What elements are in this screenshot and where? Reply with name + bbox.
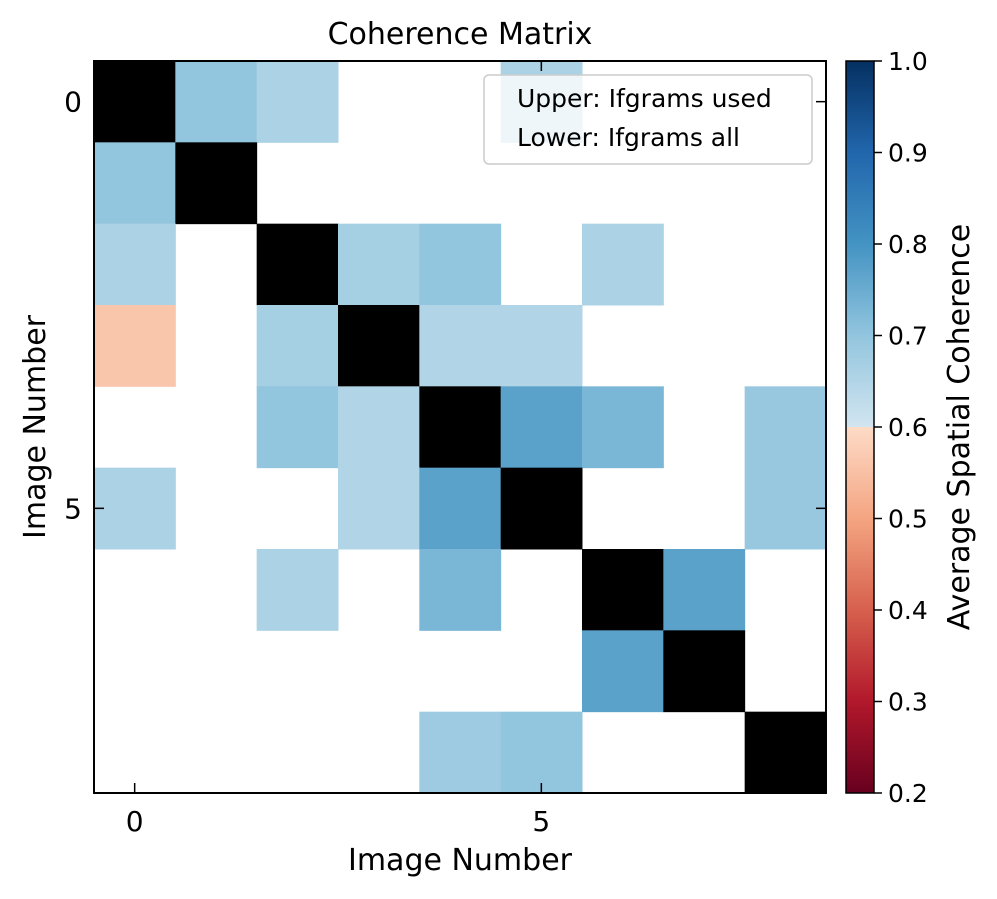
x-tick-label: 5 (532, 805, 550, 838)
diagonal-cell (256, 223, 339, 306)
heatmap-cell (256, 305, 339, 387)
y-axis-ticks: 05 (64, 86, 826, 525)
heatmap-cell (744, 386, 827, 469)
diagonal-cell (500, 467, 583, 550)
colorbar-tick-label: 0.7 (888, 322, 928, 351)
colorbar-tick-label: 0.6 (888, 413, 928, 442)
chart-title: Coherence Matrix (328, 17, 593, 52)
colorbar (845, 60, 875, 794)
y-axis-label: Image Number (18, 314, 53, 539)
heatmap-cell (419, 305, 502, 387)
heatmap-cell (744, 467, 827, 550)
colorbar-ticks: 0.2 0.3 0.4 0.5 0.6 0.7 0.8 0.9 1.0 (874, 47, 928, 808)
x-axis-label: Image Number (348, 843, 573, 878)
heatmap-cell (582, 630, 664, 713)
heatmap-cell (338, 386, 420, 469)
heatmap-cell (338, 467, 420, 550)
diagonal-cell (94, 61, 176, 143)
heatmap-cells (94, 61, 827, 794)
heatmap-cell (94, 305, 176, 387)
diagonal-cell (582, 549, 664, 631)
y-tick-label: 5 (64, 492, 82, 525)
heatmap-cell (256, 386, 339, 469)
colorbar-tick-label: 0.3 (888, 688, 928, 717)
heatmap-cell (500, 386, 583, 469)
colorbar-tick-label: 0.4 (888, 596, 928, 625)
diagonal-cell (419, 386, 502, 469)
heatmap-cell (582, 223, 664, 306)
heatmap-cell (338, 223, 420, 306)
heatmap-cell (419, 223, 502, 306)
heatmap-cell (419, 467, 502, 550)
heatmap-cell (175, 61, 258, 143)
legend-entry-upper: Upper: Ifgrams used (517, 84, 772, 113)
heatmap-cell (256, 61, 339, 143)
x-tick-label: 0 (126, 805, 144, 838)
colorbar-label: Average Spatial Coherence (942, 224, 977, 630)
colorbar-tick-label: 0.2 (888, 779, 928, 808)
diagonal-cell (663, 630, 746, 713)
diagonal-cell (744, 711, 827, 794)
legend-box (483, 74, 813, 165)
legend-entry-lower: Lower: Ifgrams all (517, 123, 740, 152)
heatmap-cell (94, 467, 176, 550)
colorbar-tick-label: 0.5 (888, 505, 928, 534)
heatmap-cell (582, 386, 664, 469)
heatmap-cell (419, 549, 502, 631)
y-tick-label: 0 (64, 86, 82, 119)
heatmap-cell (419, 711, 502, 794)
heatmap-cell (500, 711, 583, 794)
heatmap-cell (94, 142, 176, 225)
colorbar-tick-label: 1.0 (888, 47, 928, 76)
legend: Upper: Ifgrams used Lower: Ifgrams all (483, 74, 813, 165)
heatmap-cell (663, 549, 746, 631)
heatmap-cell (94, 223, 176, 306)
plot-frame (93, 60, 827, 794)
diagonal-cell (338, 305, 420, 387)
colorbar-tick-label: 0.9 (888, 139, 928, 168)
heatmap-cell (500, 305, 583, 387)
heatmap-cell (256, 549, 339, 631)
colorbar-tick-label: 0.8 (888, 230, 928, 259)
diagonal-cell (175, 142, 258, 225)
